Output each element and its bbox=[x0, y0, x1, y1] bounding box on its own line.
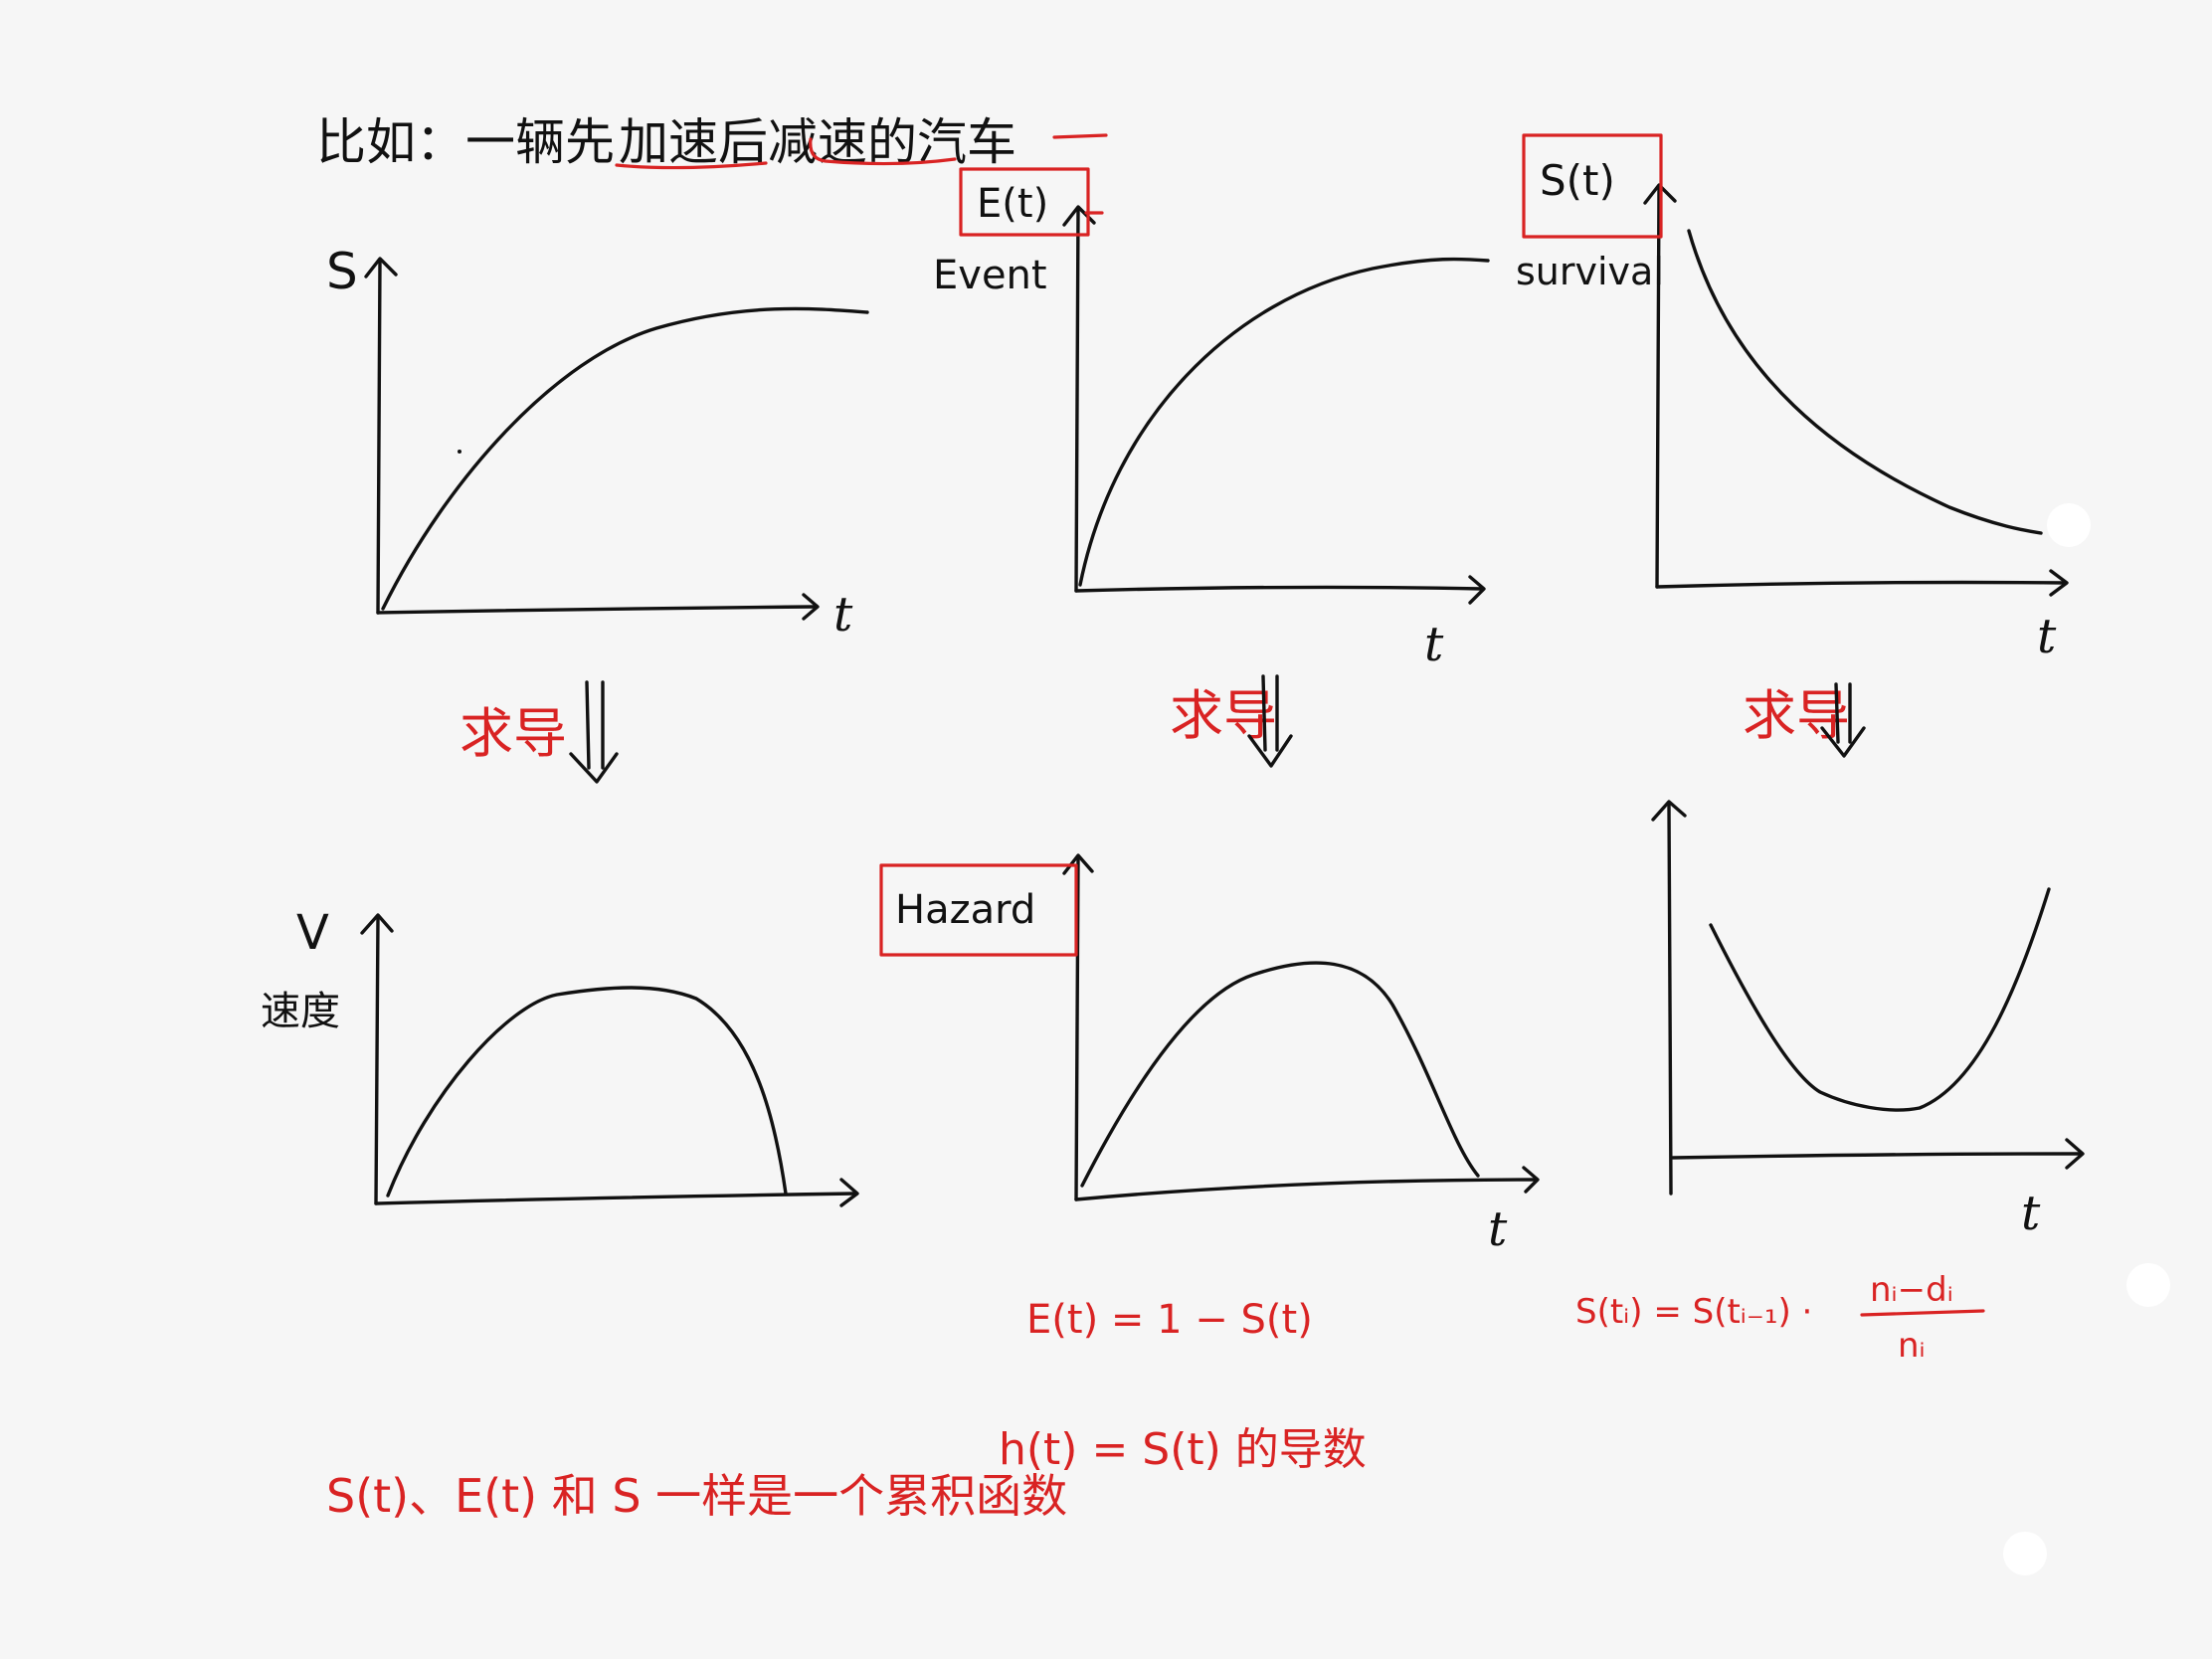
title-mid: 后 bbox=[718, 113, 768, 171]
panel-bottom-right: t bbox=[1651, 800, 2085, 1241]
formulas: E(t) = 1 − S(t) S(tᵢ) = S(tᵢ₋₁) · nᵢ−dᵢ … bbox=[326, 1270, 1985, 1523]
x-axis-arrow bbox=[2065, 1138, 2085, 1170]
title: 比如：一辆先 加速 后 减速 的汽车 bbox=[316, 113, 1108, 171]
box-label: Hazard bbox=[895, 887, 1035, 933]
accel-underline bbox=[615, 161, 768, 170]
fraction-bar bbox=[1860, 1309, 1985, 1317]
side-label: Event bbox=[933, 253, 1047, 298]
ylabel: V bbox=[296, 905, 329, 961]
xlabel: t bbox=[833, 587, 853, 643]
formula-hazard: h(t) = S(t) 的导数 bbox=[999, 1424, 1367, 1475]
decel-underline bbox=[809, 137, 957, 166]
box-e bbox=[959, 167, 1090, 237]
title-prefix: 比如：一辆先 bbox=[316, 113, 615, 171]
y-axis-arrow bbox=[1643, 183, 1677, 205]
box-label: S(t) bbox=[1540, 156, 1615, 205]
xlabel: t bbox=[1488, 1201, 1508, 1257]
x-axis bbox=[1655, 580, 2067, 589]
derivative-label: 求导 bbox=[1170, 684, 1277, 747]
x-axis bbox=[1671, 1152, 2083, 1160]
ylabel: S bbox=[326, 243, 358, 300]
double-arrow-head bbox=[1247, 734, 1293, 768]
title-accel: 加速 bbox=[619, 113, 718, 171]
x-axis bbox=[374, 1192, 857, 1205]
stray-dot bbox=[458, 450, 461, 454]
curve-e bbox=[1078, 257, 1490, 587]
derivative-label: 求导 bbox=[460, 702, 567, 765]
formula-km-left: S(tᵢ) = S(tᵢ₋₁) · bbox=[1575, 1292, 1812, 1332]
double-arrow-head bbox=[569, 752, 619, 784]
box-label: E(t) bbox=[977, 181, 1048, 227]
box-s bbox=[1522, 133, 1663, 239]
curve-bathtub bbox=[1709, 887, 2051, 1112]
xlabel: t bbox=[1424, 617, 1444, 672]
x-axis bbox=[376, 605, 818, 615]
y-axis-arrow bbox=[360, 913, 394, 935]
panel-bottom-left: V 速度 bbox=[261, 905, 859, 1207]
curve-velocity bbox=[386, 986, 788, 1198]
formula-km-numerator: nᵢ−dᵢ bbox=[1870, 1270, 1953, 1310]
xlabel: t bbox=[2021, 1186, 2041, 1241]
y-axis bbox=[1074, 207, 1080, 593]
formula-km-denominator: nᵢ bbox=[1898, 1326, 1926, 1366]
formula-cumulative: S(t)、E(t) 和 S 一样是一个累积函数 bbox=[326, 1469, 1067, 1523]
x-axis bbox=[1074, 585, 1484, 593]
y-axis bbox=[1667, 802, 1673, 1196]
suffix-underline bbox=[1052, 133, 1108, 139]
x-axis-arrow bbox=[1468, 575, 1486, 605]
derivative-arrow-1: 求导 bbox=[460, 680, 619, 784]
y-axis-arrow bbox=[1651, 800, 1687, 822]
y-axis-arrow bbox=[1062, 853, 1094, 875]
x-axis-arrow bbox=[839, 1178, 859, 1207]
x-axis-arrow bbox=[2049, 569, 2069, 597]
double-arrow-shaft bbox=[1834, 682, 1852, 744]
x-axis-arrow bbox=[802, 593, 820, 621]
panel-bottom-mid: Hazard t bbox=[879, 853, 1540, 1257]
y-axis-arrow bbox=[364, 257, 398, 278]
x-axis bbox=[1074, 1178, 1538, 1201]
double-arrow-shaft bbox=[1261, 674, 1279, 752]
edge-dot bbox=[2047, 503, 2091, 547]
y-axis bbox=[374, 915, 380, 1205]
box-hazard bbox=[879, 863, 1078, 957]
edge-dot bbox=[2126, 1263, 2170, 1307]
panel-top-mid: E(t) Event t bbox=[933, 167, 1490, 672]
xlabel: t bbox=[2037, 609, 2057, 664]
ylabel-cn: 速度 bbox=[261, 989, 340, 1034]
derivative-label: 求导 bbox=[1743, 684, 1850, 747]
curve-hazard bbox=[1080, 961, 1480, 1188]
y-axis bbox=[1655, 185, 1661, 589]
panel-top-left: S t bbox=[326, 243, 869, 643]
double-arrow-head bbox=[1820, 726, 1866, 758]
x-axis-arrow bbox=[1522, 1166, 1540, 1194]
curve-s bbox=[381, 306, 869, 611]
y-axis bbox=[1074, 855, 1080, 1201]
curve-survival bbox=[1687, 229, 2043, 535]
edge-dot bbox=[2003, 1532, 2047, 1575]
derivative-arrow-3: 求导 bbox=[1743, 682, 1866, 758]
side-label: survival bbox=[1516, 250, 1664, 293]
formula-e-equals: E(t) = 1 − S(t) bbox=[1026, 1297, 1313, 1343]
y-axis bbox=[376, 259, 382, 615]
derivative-arrow-2: 求导 bbox=[1170, 674, 1293, 768]
panel-top-right: S(t) survival t bbox=[1516, 133, 2069, 664]
double-arrow-shaft bbox=[585, 680, 605, 770]
